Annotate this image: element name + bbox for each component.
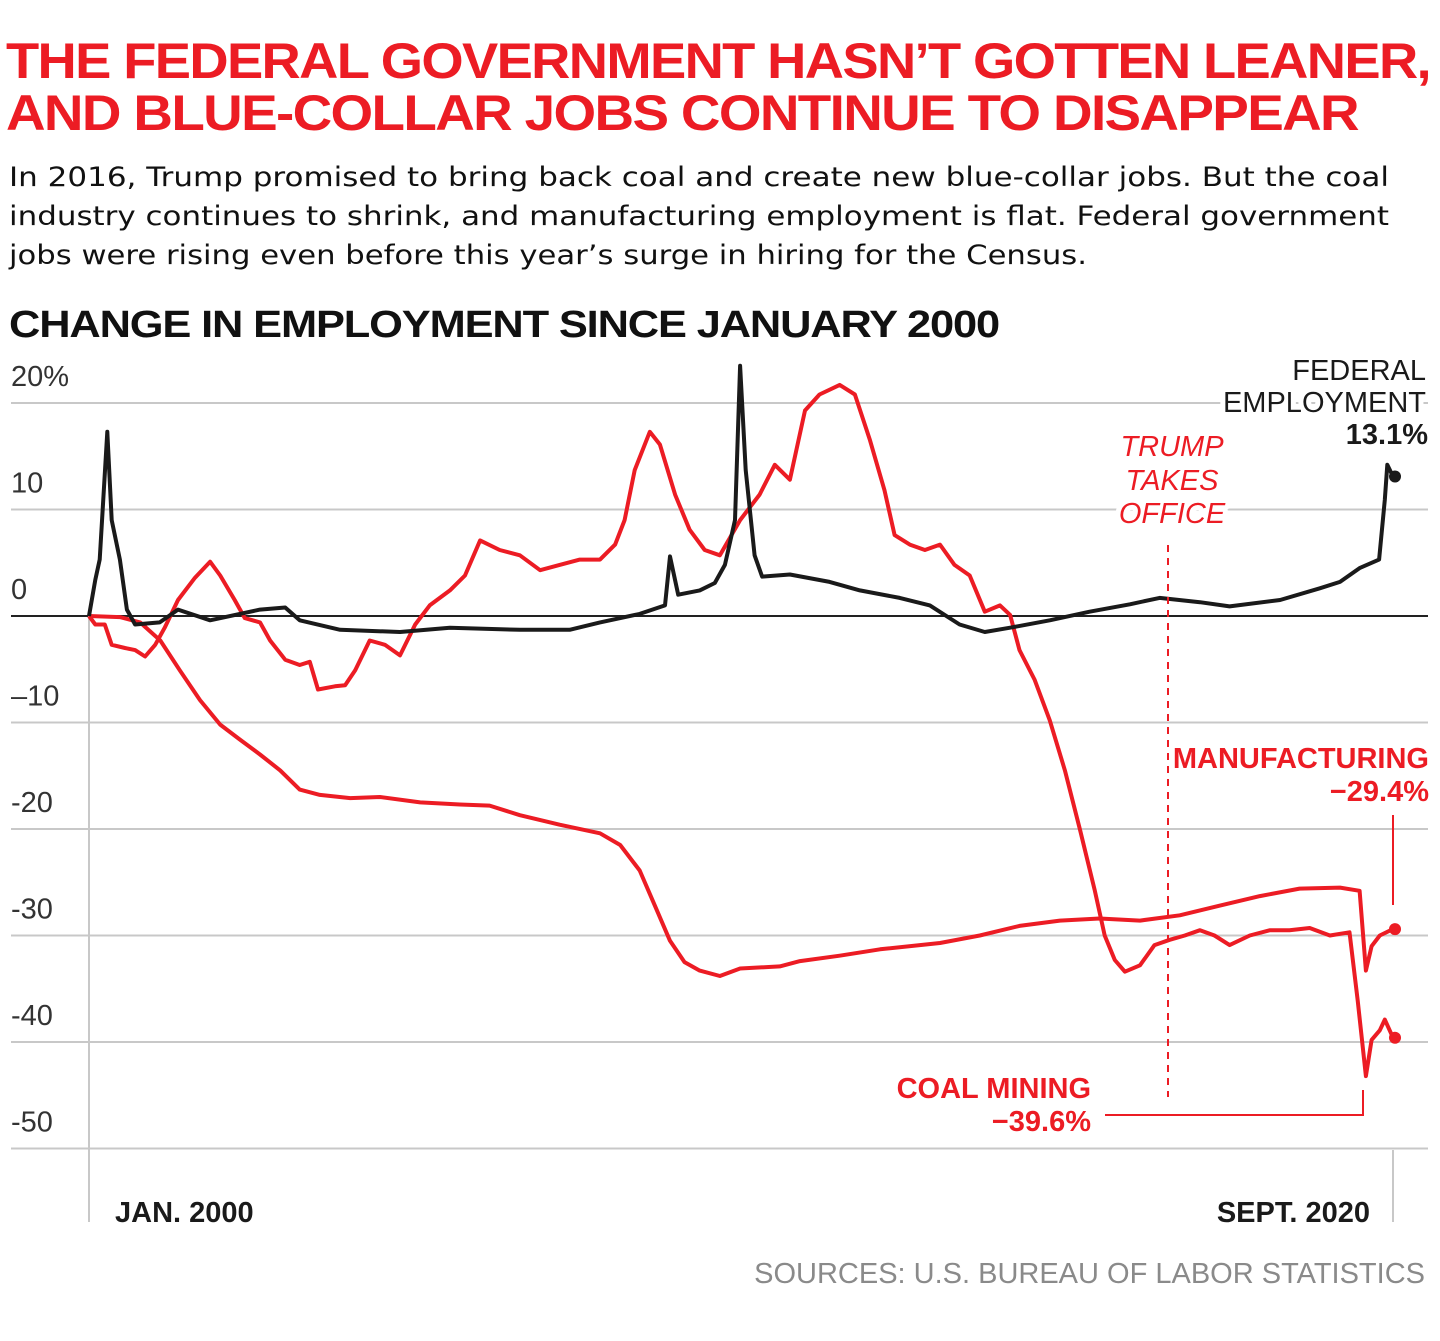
end-dot-manufacturing: [1389, 923, 1401, 936]
y-tick-label: –10: [11, 681, 59, 713]
coal-value: −39.6%: [992, 1106, 1091, 1138]
y-tick-label: -40: [11, 1000, 53, 1032]
header: THE FEDERAL GOVERNMENT HASN’T GOTTEN LEA…: [6, 33, 1432, 346]
x-tick-start: JAN. 2000: [115, 1197, 254, 1229]
chart-title: CHANGE IN EMPLOYMENT SINCE JANUARY 2000: [9, 304, 999, 346]
manufacturing-value: −29.4%: [1330, 776, 1429, 808]
series-line-manufacturing: [88, 614, 1394, 978]
trump-label-2: TAKES: [1126, 465, 1220, 497]
federal-label-2: EMPLOYMENT: [1223, 387, 1426, 419]
manufacturing-label: MANUFACTURING: [1173, 743, 1429, 775]
coal-leader: [1105, 1090, 1364, 1116]
title-line-2: AND BLUE-COLLAR JOBS CONTINUE TO DISAPPE…: [6, 85, 1360, 141]
series-lines: [87, 363, 1401, 1079]
axes: 20% 10 0 –10 -20 -30 -40 -50: [11, 361, 1394, 1222]
end-dot-coal-mining: [1389, 1031, 1401, 1044]
series-line-federal-employment: [87, 363, 1395, 634]
gridlines: [11, 402, 1428, 1150]
y-tick-label: -20: [11, 787, 53, 819]
coal-label: COAL MINING: [897, 1073, 1091, 1105]
y-tick-label: 20%: [11, 361, 69, 393]
federal-value: 13.1%: [1346, 419, 1428, 451]
annotations: TRUMP TAKES OFFICE FEDERAL EMPLOYMENT 13…: [110, 350, 1434, 1295]
subtitle-line-2: industry continues to shrink, and manufa…: [9, 201, 1389, 232]
trump-label-1: TRUMP: [1120, 431, 1224, 463]
x-tick-end: SEPT. 2020: [1217, 1197, 1370, 1229]
y-tick-label: 0: [11, 574, 27, 606]
y-tick-label: -50: [11, 1107, 53, 1139]
y-tick-label: -30: [11, 894, 53, 926]
trump-label-3: OFFICE: [1119, 498, 1226, 530]
y-tick-label: 10: [11, 468, 43, 500]
title-line-1: THE FEDERAL GOVERNMENT HASN’T GOTTEN LEA…: [6, 33, 1430, 89]
federal-label-1: FEDERAL: [1292, 355, 1426, 387]
source-note: SOURCES: U.S. BUREAU OF LABOR STATISTICS: [754, 1258, 1425, 1290]
subtitle-line-3: jobs were rising even before this year’s…: [8, 240, 1087, 271]
end-dot-federal-employment: [1389, 470, 1401, 483]
subtitle-line-1: In 2016, Trump promised to bring back co…: [9, 162, 1389, 193]
